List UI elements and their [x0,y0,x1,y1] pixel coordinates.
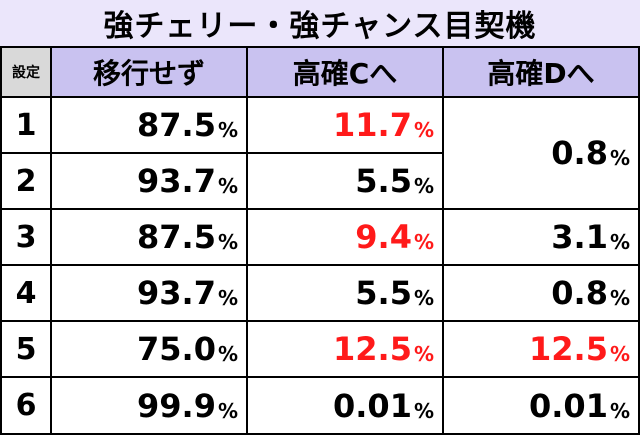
value: 75.0 [137,330,216,368]
cell-no-transition: 87.5% [52,210,246,264]
percent-sign: % [609,342,630,366]
page-title: 強チェリー・強チャンス目契機 [0,0,640,46]
row-setting-label: 1 [2,98,50,152]
value: 9.4 [355,218,412,256]
value: 93.7 [137,274,216,312]
cell-to-high-d: 3.1% [444,210,638,264]
row-setting-label: 4 [2,266,50,320]
cell-to-high-c: 11.7% [248,98,442,152]
percent-sign: % [217,230,238,254]
row-setting-label: 3 [2,210,50,264]
cell-to-high-d: 0.01% [444,378,638,433]
row-setting-label: 2 [2,154,50,208]
cell-to-high-c: 9.4% [248,210,442,264]
cell-no-transition: 93.7% [52,266,246,320]
value: 87.5 [137,218,216,256]
value: 12.5 [529,330,608,368]
cell-to-high-c: 5.5% [248,154,442,208]
row-setting-label: 5 [2,322,50,376]
percent-sign: % [413,286,434,310]
percent-sign: % [413,230,434,254]
value: 93.7 [137,162,216,200]
cell-no-transition: 99.9% [52,378,246,433]
value: 99.9 [137,386,216,425]
percent-sign: % [217,174,238,198]
percent-sign: % [609,230,630,254]
cell-to-high-d-merged: 0.8% [444,98,638,208]
value: 0.8 [551,134,608,172]
header-no-transition: 移行せず [52,48,246,96]
percent-sign: % [609,146,630,170]
percent-sign: % [413,342,434,366]
value: 3.1 [551,218,608,256]
value: 87.5 [137,106,216,144]
value: 5.5 [355,274,412,312]
cell-to-high-c: 0.01% [248,378,442,433]
cell-no-transition: 87.5% [52,98,246,152]
cell-to-high-c: 12.5% [248,322,442,376]
header-setting: 設定 [2,48,50,96]
cell-no-transition: 75.0% [52,322,246,376]
percent-sign: % [413,398,434,423]
percent-sign: % [217,398,238,423]
percent-sign: % [217,342,238,366]
percent-sign: % [413,118,434,142]
row-setting-label: 6 [2,378,50,433]
percent-sign: % [217,286,238,310]
percent-sign: % [217,118,238,142]
value: 12.5 [333,330,412,368]
header-to-high-c: 高確Cへ [248,48,442,96]
value: 0.01 [333,386,412,425]
value: 0.8 [551,274,608,312]
header-to-high-d: 高確Dへ [444,48,638,96]
cell-to-high-d: 0.8% [444,266,638,320]
cell-to-high-d: 12.5% [444,322,638,376]
percent-sign: % [609,286,630,310]
value: 5.5 [355,162,412,200]
percent-sign: % [413,174,434,198]
value: 0.01 [529,386,608,425]
value: 11.7 [333,106,412,144]
cell-no-transition: 93.7% [52,154,246,208]
percent-sign: % [609,398,630,423]
cell-to-high-c: 5.5% [248,266,442,320]
